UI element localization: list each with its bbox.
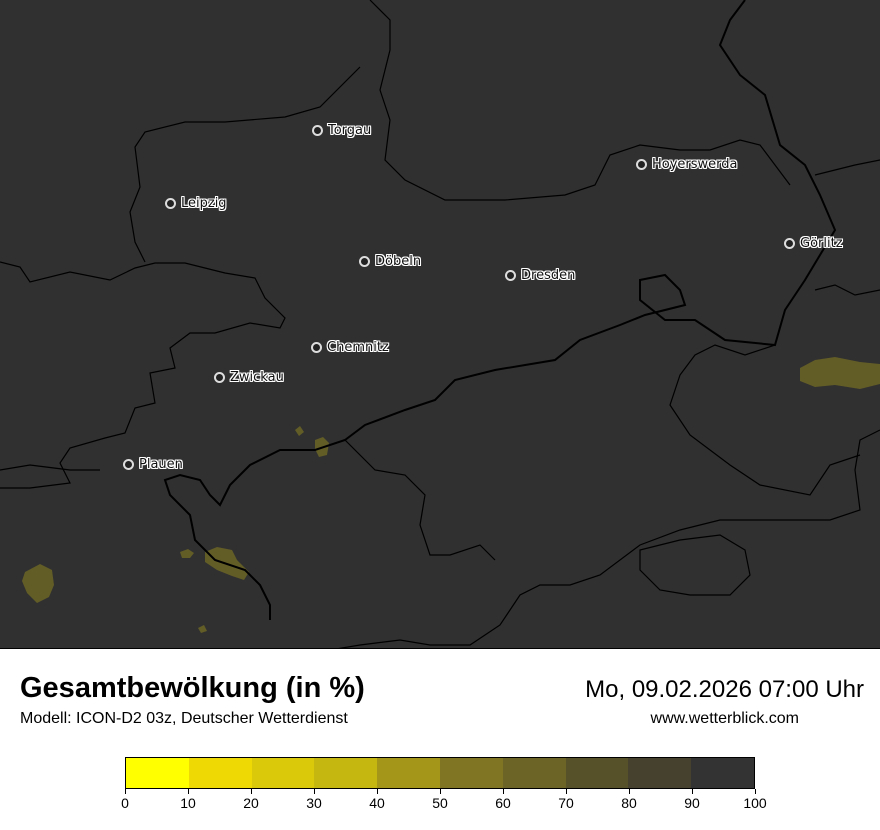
legend-tick-label: 100	[743, 795, 767, 811]
legend-tick-label: 40	[369, 795, 385, 811]
legend-tick-label: 30	[306, 795, 322, 811]
city-dot-icon	[311, 342, 322, 353]
legend-swatch	[314, 758, 378, 788]
legend-tick-label: 0	[121, 795, 129, 811]
city-marker-hoyerswerda: Hoyerswerda	[636, 157, 738, 172]
legend-swatch	[691, 758, 754, 788]
legend-tick-mark	[125, 789, 126, 794]
legend-tick-mark	[503, 789, 504, 794]
forecast-datetime: Mo, 09.02.2026 07:00 Uhr	[585, 676, 864, 703]
city-marker-plauen: Plauen	[123, 457, 183, 472]
legend-tick-label: 20	[243, 795, 259, 811]
legend-tick-mark	[251, 789, 252, 794]
legend-swatch	[565, 758, 629, 788]
legend-tick-label: 10	[180, 795, 196, 811]
legend-tick-mark	[188, 789, 189, 794]
legend-tick-mark	[440, 789, 441, 794]
legend-swatch	[628, 758, 692, 788]
legend-swatch	[502, 758, 566, 788]
legend-tick-mark	[692, 789, 693, 794]
website-label: www.wetterblick.com	[650, 710, 799, 727]
legend-swatch	[439, 758, 503, 788]
city-marker-torgau: Torgau	[312, 123, 371, 138]
legend-swatch	[251, 758, 315, 788]
legend-swatch	[377, 758, 440, 788]
legend-tick-label: 50	[432, 795, 448, 811]
color-legend	[125, 757, 755, 789]
city-dot-icon	[505, 270, 516, 281]
city-dot-icon	[123, 459, 134, 470]
legend-tick-label: 90	[684, 795, 700, 811]
legend-swatch	[126, 758, 189, 788]
legend-swatch	[188, 758, 252, 788]
legend-tick-label: 70	[558, 795, 574, 811]
legend-tick-mark	[566, 789, 567, 794]
city-dot-icon	[312, 125, 323, 136]
city-marker-doebeln: Döbeln	[359, 254, 421, 269]
city-dot-icon	[165, 198, 176, 209]
city-dot-icon	[359, 256, 370, 267]
cloud-cover-map: Torgau Leipzig Hoyerswerda Görlitz Döbel…	[0, 0, 880, 649]
model-info: Modell: ICON-D2 03z, Deutscher Wetterdie…	[20, 710, 348, 727]
city-marker-goerlitz: Görlitz	[784, 236, 843, 251]
legend-tick-label: 80	[621, 795, 637, 811]
legend-tick-label: 60	[495, 795, 511, 811]
legend-tick-mark	[314, 789, 315, 794]
cloud-areas	[22, 357, 880, 633]
legend-tick-mark	[377, 789, 378, 794]
city-marker-leipzig: Leipzig	[165, 196, 227, 211]
legend-tick-mark	[629, 789, 630, 794]
city-dot-icon	[214, 372, 225, 383]
map-borders	[0, 0, 880, 648]
city-dot-icon	[636, 159, 647, 170]
city-dot-icon	[784, 238, 795, 249]
legend-tick-mark	[755, 789, 756, 794]
city-marker-zwickau: Zwickau	[214, 370, 284, 385]
city-marker-chemnitz: Chemnitz	[311, 340, 389, 355]
map-title: Gesamtbewölkung (in %)	[20, 672, 365, 704]
city-marker-dresden: Dresden	[505, 268, 575, 283]
